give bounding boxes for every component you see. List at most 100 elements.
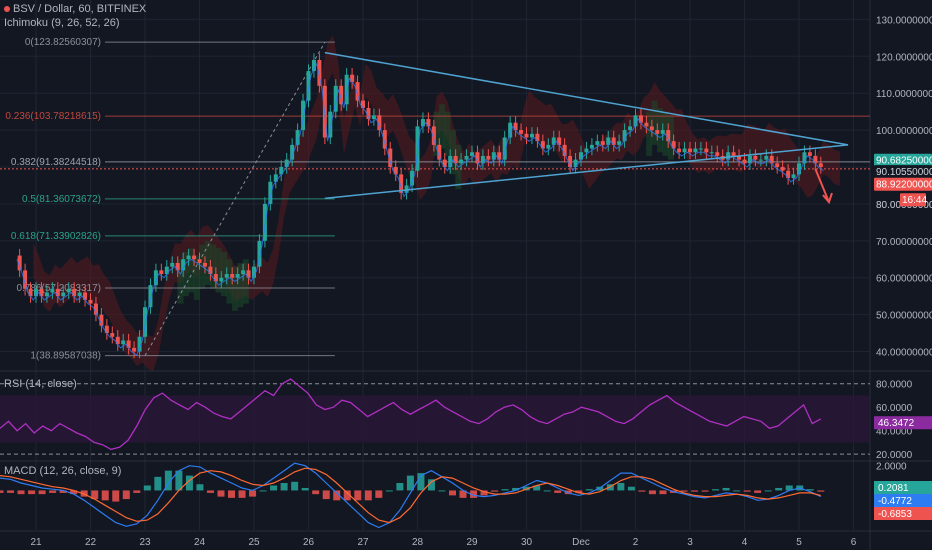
cloud-bullish xyxy=(204,240,211,286)
time-tick-label: 27 xyxy=(357,537,369,548)
candle-body xyxy=(328,111,333,138)
candle-body xyxy=(110,333,115,337)
candle-body xyxy=(747,155,752,164)
cloud-bullish xyxy=(177,259,184,304)
candle-body xyxy=(551,137,556,145)
price-tick-label: 40.00000000 xyxy=(876,348,932,359)
candle-body xyxy=(197,259,202,263)
candle-body xyxy=(399,174,404,193)
macd-histogram-bar xyxy=(491,490,499,492)
candle-body xyxy=(213,274,218,282)
cloud-bullish xyxy=(210,244,217,289)
ichimoku-legend[interactable]: Ichimoku (9, 26, 52, 26) xyxy=(4,17,120,29)
candle-body xyxy=(693,148,698,153)
rsi-value-tag-bg xyxy=(874,416,932,430)
candle-body xyxy=(44,292,49,297)
time-axis[interactable]: 21 22 23 24 25 26 27 28 29 30 Dec 2 3 4 5 6 xyxy=(30,537,856,548)
time-tick-label: Dec xyxy=(572,537,590,548)
macd-histogram-bar xyxy=(312,490,320,495)
candle-body xyxy=(666,130,671,142)
candle-body xyxy=(115,336,120,345)
rsi-pane xyxy=(0,378,870,455)
cloud-bullish xyxy=(444,111,451,156)
candle-body xyxy=(121,340,126,345)
candle-body xyxy=(562,144,567,156)
candle-body xyxy=(224,274,229,278)
candle-body xyxy=(453,155,458,164)
macd-histogram-bar xyxy=(680,490,688,492)
candle-body xyxy=(246,270,251,278)
macd-histogram-bar xyxy=(175,470,183,491)
trendline-lower[interactable] xyxy=(324,144,849,200)
candle-body xyxy=(77,292,82,297)
macd-histogram-bar xyxy=(322,490,330,500)
macd-histogram-bar xyxy=(91,490,99,500)
macd-histogram-bar xyxy=(743,490,751,492)
triangle-trendlines[interactable] xyxy=(324,51,849,205)
macd-histogram-bar xyxy=(59,490,67,493)
candle-body xyxy=(589,144,594,149)
candle-body xyxy=(311,59,316,72)
fib-level-label: 0(123.82560307) xyxy=(25,37,101,48)
macd-pane xyxy=(0,462,825,529)
macd-histogram-bar xyxy=(575,490,583,493)
candle-body xyxy=(83,292,88,300)
candle-body xyxy=(704,148,709,153)
price-axis[interactable]: 40.00000000 50.00000000 60.00000000 70.0000… xyxy=(876,15,932,472)
macd-histogram-bar xyxy=(438,490,446,492)
macd-histogram-bar xyxy=(112,490,120,502)
macd-histogram-bar xyxy=(7,490,15,493)
rsi-tick-label: 60.0000 xyxy=(876,403,913,414)
candle-body xyxy=(361,100,365,108)
symbol-header[interactable]: BSV / Dollar, 60, BITFINEX xyxy=(4,3,146,15)
candle-body xyxy=(404,185,409,193)
candle-body xyxy=(377,115,382,131)
candle-body xyxy=(241,270,246,275)
macd-histogram-bar xyxy=(101,490,109,501)
time-tick-label: 24 xyxy=(194,537,206,548)
candle-body xyxy=(644,122,649,127)
macd-histogram-bar xyxy=(470,490,478,498)
macd-histogram-bar xyxy=(638,490,646,492)
bearish-arrow[interactable] xyxy=(814,168,830,203)
candle-body xyxy=(742,159,747,164)
price-tag-bg xyxy=(900,193,926,207)
time-tick-label: 28 xyxy=(412,537,424,548)
candle-body xyxy=(622,130,627,142)
rsi-tick-label: 20.0000 xyxy=(876,450,913,461)
candle-body xyxy=(393,167,398,175)
candle-body xyxy=(410,170,415,186)
fibonacci-retracement[interactable]: 0(123.82560307) 0.236(103.78218615) 0.382(… xyxy=(0,37,870,362)
rsi-legend[interactable]: RSI (14, close) xyxy=(4,378,77,390)
macd-histogram-bar xyxy=(817,490,825,492)
price-tick-label: 50.00000000 xyxy=(876,311,932,322)
candle-body xyxy=(524,133,529,138)
cloud-bullish xyxy=(651,100,658,145)
candle-body xyxy=(268,181,273,204)
candle-body xyxy=(34,288,38,297)
trendline-upper[interactable] xyxy=(324,51,849,146)
candle-body xyxy=(807,152,812,156)
candle-body xyxy=(671,141,676,149)
candle-body xyxy=(579,152,583,160)
macd-histogram-bar xyxy=(712,489,720,491)
candle-body xyxy=(595,141,600,145)
candle-body xyxy=(737,155,742,160)
macd-histogram-bar xyxy=(185,475,193,491)
candle-body xyxy=(638,115,643,123)
macd-legend[interactable]: MACD (12, 26, close, 9) xyxy=(4,465,121,477)
price-tag-bg xyxy=(874,177,932,191)
candle-body xyxy=(491,152,496,160)
macd-histogram-bar xyxy=(701,490,709,492)
candle-body xyxy=(617,141,622,145)
macd-histogram-bar xyxy=(38,490,46,495)
cloud-bullish xyxy=(226,259,233,304)
candle-body xyxy=(420,119,425,127)
price-tick-label: 120.00000000 xyxy=(876,52,932,63)
candle-body xyxy=(339,85,344,105)
candle-body xyxy=(333,85,338,112)
candle-body xyxy=(535,133,540,142)
macd-histogram-bar xyxy=(354,490,362,501)
rsi-line xyxy=(0,378,822,451)
